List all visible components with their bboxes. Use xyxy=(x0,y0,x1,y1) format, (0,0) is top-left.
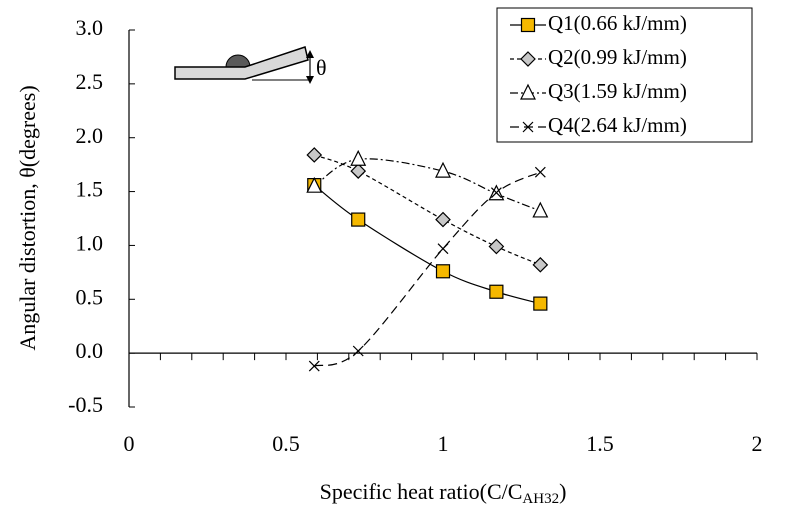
legend-label: Q3(1.59 kJ/mm) xyxy=(548,79,687,103)
legend-label: Q4(2.64 kJ/mm) xyxy=(548,113,687,137)
marker-triangle xyxy=(306,176,323,193)
marker-diamond xyxy=(520,51,536,67)
series-line xyxy=(313,158,541,212)
x-tick-label: 1.5 xyxy=(586,431,614,456)
marker-x xyxy=(490,187,502,199)
y-tick-label: 2.0 xyxy=(76,123,104,148)
marker-x xyxy=(352,345,364,357)
marker-square xyxy=(533,296,548,311)
marker-x xyxy=(522,121,534,133)
y-tick-label: 3.0 xyxy=(76,15,104,40)
x-tick-label: 1 xyxy=(438,431,449,456)
marker-x xyxy=(308,360,320,372)
legend-box xyxy=(496,7,753,143)
marker-diamond xyxy=(532,256,549,273)
inset-label: θ xyxy=(316,55,327,80)
marker-diamond xyxy=(306,147,323,163)
marker-square xyxy=(351,212,366,227)
legend-label: Q1(0.66 kJ/mm) xyxy=(548,11,687,35)
series-line xyxy=(313,184,541,305)
marker-x xyxy=(437,243,449,255)
legend-label: Q2(0.99 kJ/mm) xyxy=(548,45,687,69)
y-axis-label: Angular distortion, θ(degrees) xyxy=(15,85,40,350)
y-tick-label: 1.5 xyxy=(76,177,104,202)
marker-square xyxy=(435,264,451,279)
marker-triangle xyxy=(520,83,536,100)
marker-triangle xyxy=(435,161,451,178)
marker-diamond xyxy=(488,238,505,255)
x-tick-label: 2 xyxy=(752,431,763,456)
x-axis-label-subscript: AH32 xyxy=(522,491,559,507)
x-axis-label-main: Specific heat ratio(C/C xyxy=(320,479,523,504)
series-line xyxy=(314,171,541,367)
y-tick-label: 0.0 xyxy=(76,338,104,363)
y-tick-label: 0.5 xyxy=(76,284,104,309)
marker-diamond xyxy=(350,163,367,179)
marker-diamond xyxy=(435,211,451,228)
y-tick-label: 1.0 xyxy=(76,230,104,255)
marker-triangle xyxy=(350,149,367,166)
x-axis-label: Specific heat ratio(C/CAH32) xyxy=(320,479,567,507)
legend: Q1(0.66 kJ/mm) Q2(0.99 kJ/mm) Q3(1.59 kJ/m… xyxy=(510,11,687,137)
x-axis-label-end: ) xyxy=(559,479,566,504)
marker-square xyxy=(489,284,504,299)
inset-diagram xyxy=(174,46,314,84)
y-tick-label: 2.5 xyxy=(76,69,104,94)
x-tick-label: 0 xyxy=(124,431,135,456)
y-tick-label: -0.5 xyxy=(68,392,103,417)
marker-x xyxy=(534,166,546,178)
marker-triangle xyxy=(532,201,549,218)
marker-square xyxy=(520,17,536,33)
x-tick-label: 0.5 xyxy=(272,431,300,456)
series-line xyxy=(314,154,541,266)
